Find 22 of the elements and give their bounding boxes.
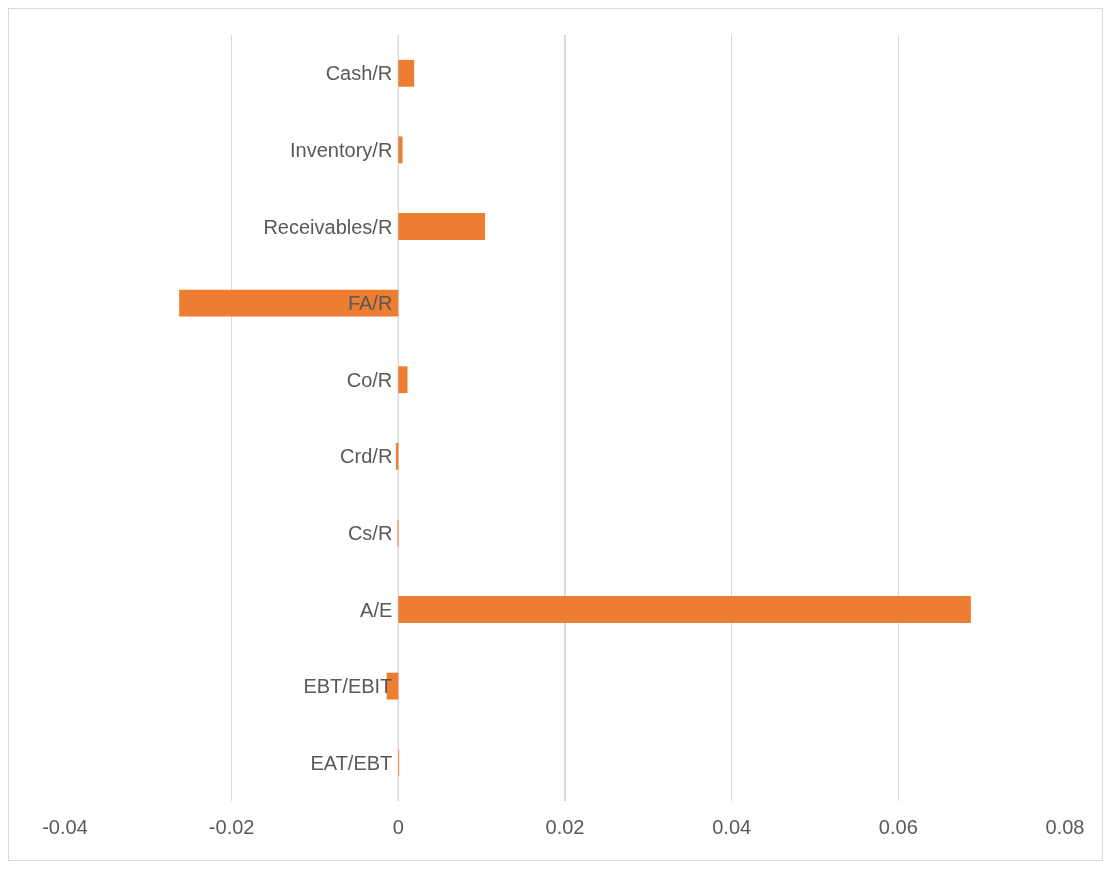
bar	[398, 596, 971, 623]
y-tick-label: EAT/EBT	[310, 751, 393, 774]
y-tick-label: Inventory/R	[290, 138, 393, 161]
bar	[398, 213, 485, 240]
bar	[398, 366, 408, 394]
x-tick-label: -0.04	[42, 816, 88, 838]
y-tick-label: Cs/R	[347, 521, 393, 544]
y-tick-label: Co/R	[346, 368, 393, 391]
bar	[398, 136, 403, 164]
bar	[398, 59, 415, 87]
x-tick-label: 0.08	[1045, 816, 1085, 838]
x-tick-label: 0.06	[878, 816, 918, 838]
y-tick-label: A/E	[360, 598, 393, 621]
x-tick-label: 0.04	[712, 816, 752, 838]
y-tick-label: Crd/R	[340, 445, 393, 468]
x-tick-label: -0.02	[208, 816, 255, 838]
x-tick-label: 0	[392, 816, 404, 838]
y-tick-label: Receivables/R	[263, 215, 393, 238]
y-tick-label: FA/R	[347, 292, 393, 315]
y-tick-label: Cash/R	[325, 62, 393, 85]
bar	[179, 289, 399, 317]
x-tick-label: 0.02	[545, 816, 585, 838]
